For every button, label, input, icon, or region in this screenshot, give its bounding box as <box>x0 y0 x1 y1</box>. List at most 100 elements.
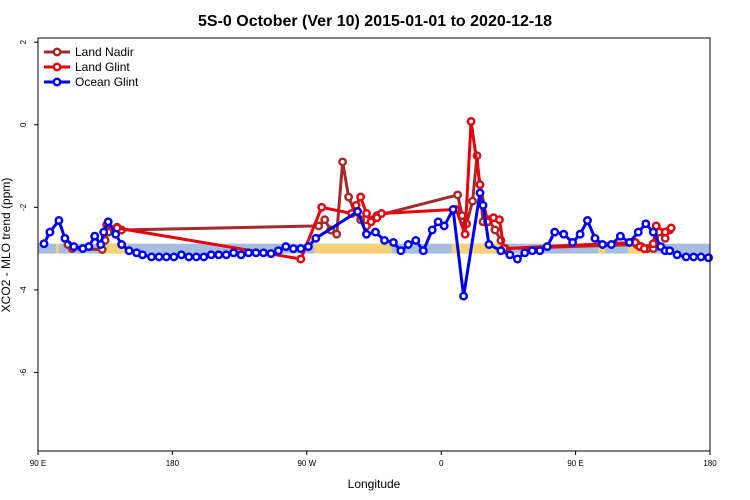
data-point <box>484 240 494 249</box>
data-point <box>169 252 179 262</box>
data-point <box>99 227 109 237</box>
data-point <box>39 239 49 249</box>
data-point <box>199 252 209 262</box>
data-point <box>84 242 94 252</box>
data-point <box>453 190 463 200</box>
data-point <box>206 250 216 260</box>
data-point <box>320 215 330 225</box>
data-point <box>606 240 616 249</box>
data-point <box>666 223 676 233</box>
data-point <box>615 231 625 241</box>
data-point <box>154 252 164 262</box>
data-point <box>696 252 706 262</box>
x-tick-label: 90 E <box>567 459 583 468</box>
data-point <box>362 229 371 239</box>
data-point <box>191 252 201 262</box>
data-point <box>124 246 134 256</box>
legend-swatch-marker <box>52 77 62 87</box>
data-point <box>475 188 485 198</box>
data-point <box>396 246 406 256</box>
data-point <box>466 116 476 126</box>
data-point <box>494 215 504 225</box>
data-point <box>590 233 600 243</box>
data-point <box>288 244 298 254</box>
data-point <box>244 248 254 258</box>
chart-title: 5S-0 October (Ver 10) 2015-01-01 to 2020… <box>198 13 552 30</box>
data-point <box>633 227 643 237</box>
data-point <box>344 192 354 202</box>
data-point <box>459 291 469 301</box>
data-point <box>505 250 515 260</box>
data-point <box>542 242 552 252</box>
data-point <box>90 231 100 241</box>
y-tick-label: 0 <box>19 122 28 127</box>
data-point <box>356 192 366 202</box>
data-point <box>665 246 675 256</box>
data-point <box>236 250 246 260</box>
data-point <box>377 209 386 218</box>
plot-frame <box>37 37 711 452</box>
data-point <box>575 229 585 239</box>
data-point <box>648 227 658 237</box>
data-point <box>353 207 363 216</box>
y-tick-label: 2 <box>19 39 28 44</box>
land-band <box>55 243 59 254</box>
data-point <box>54 216 64 225</box>
y-axis-label: XCO2 - MLO trend (ppm) <box>0 178 13 313</box>
legend-label: Land Glint <box>75 60 130 74</box>
data-point <box>317 202 327 212</box>
data-point <box>111 229 121 239</box>
data-point <box>117 240 127 249</box>
data-point <box>259 248 268 258</box>
data-point <box>214 250 224 260</box>
data-point <box>427 225 437 235</box>
data-point <box>478 200 488 210</box>
x-tick-label: 180 <box>703 459 717 468</box>
x-tick-label: 90 E <box>30 459 46 468</box>
data-point <box>520 248 530 258</box>
x-tick-label: 90 W <box>297 459 316 468</box>
data-point <box>184 252 194 262</box>
data-point <box>221 250 231 260</box>
data-point <box>388 237 398 247</box>
data-point <box>332 229 342 239</box>
data-point <box>475 180 485 190</box>
data-point <box>366 217 376 227</box>
data-point <box>362 209 371 218</box>
data-point <box>535 246 545 256</box>
data-point <box>176 250 186 260</box>
data-point <box>161 252 171 262</box>
data-point <box>439 221 449 231</box>
data-point <box>460 229 470 239</box>
land-band <box>451 243 504 254</box>
data-point <box>433 217 443 227</box>
data-point <box>641 219 651 229</box>
data-point <box>448 204 458 214</box>
data-point <box>380 235 389 245</box>
data-point <box>583 216 592 225</box>
data-point <box>69 242 79 252</box>
data-point <box>689 252 699 262</box>
data-point <box>648 239 658 249</box>
data-point <box>60 233 70 243</box>
y-tick-label: -4 <box>19 286 28 294</box>
data-point <box>681 252 691 262</box>
data-point <box>229 248 239 258</box>
data-point <box>403 240 413 249</box>
data-point <box>338 157 348 167</box>
data-point <box>624 237 634 247</box>
data-point <box>660 227 670 237</box>
data-point <box>418 246 428 256</box>
data-point <box>704 253 713 263</box>
data-point <box>411 235 421 245</box>
data-point <box>527 246 537 256</box>
series-group <box>39 116 713 301</box>
legend-item: Land Glint <box>44 60 130 74</box>
data-point <box>96 240 106 249</box>
data-point <box>266 249 276 259</box>
legend-swatch-marker <box>52 47 62 57</box>
legend-swatch-marker <box>52 62 62 72</box>
data-point <box>512 254 522 264</box>
